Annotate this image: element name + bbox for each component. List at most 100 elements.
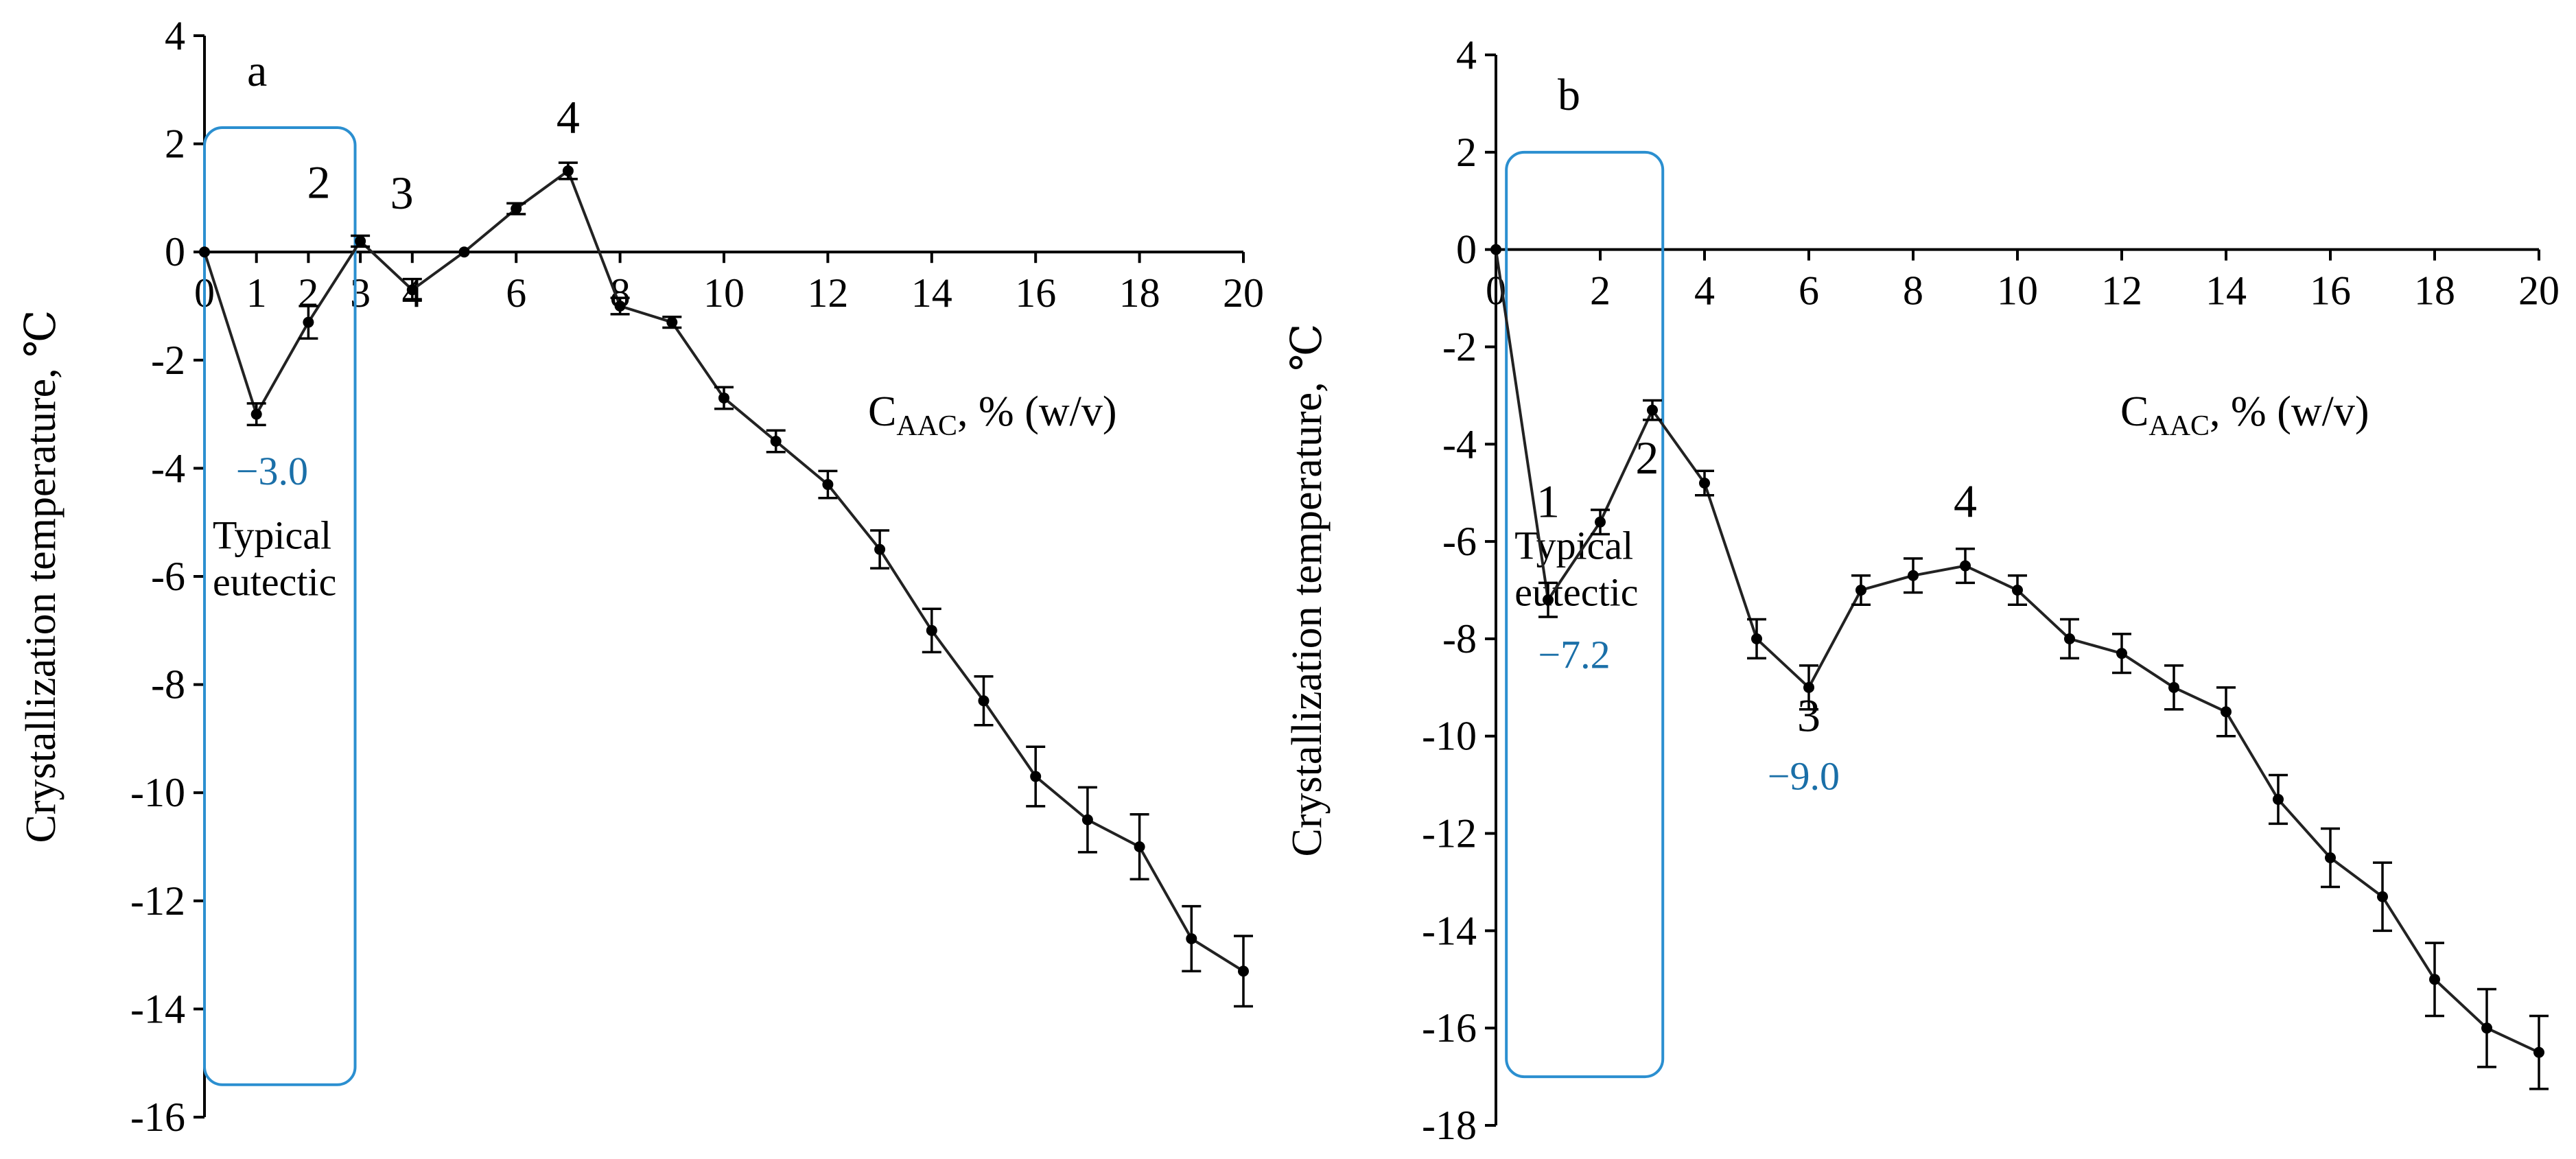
y-tick-label: -16 bbox=[1422, 1005, 1477, 1051]
data-point bbox=[822, 479, 834, 491]
data-point bbox=[1186, 933, 1197, 944]
data-point bbox=[2481, 1022, 2492, 1034]
data-point bbox=[1751, 633, 1762, 644]
box-label-line2: eutectic bbox=[1514, 570, 1638, 615]
y-tick-label: -2 bbox=[151, 338, 185, 383]
data-point bbox=[303, 316, 314, 328]
data-point bbox=[1030, 771, 1042, 782]
y-tick-label: 0 bbox=[1456, 227, 1477, 272]
x-axis-label: CAAC, % (w/v) bbox=[868, 388, 1117, 442]
data-point bbox=[1699, 478, 1710, 489]
data-point bbox=[1960, 560, 1971, 572]
annotation-label: 4 bbox=[557, 91, 580, 143]
panel-tag: a bbox=[247, 46, 267, 96]
y-tick-label: -4 bbox=[1442, 421, 1477, 467]
annotation-label: 2 bbox=[1635, 432, 1659, 484]
data-point bbox=[2168, 681, 2179, 693]
data-point bbox=[1238, 965, 1249, 977]
data-point bbox=[2325, 852, 2336, 863]
x-tick-label: 14 bbox=[2205, 268, 2247, 314]
data-point bbox=[199, 246, 210, 258]
y-tick-label: -10 bbox=[130, 770, 185, 815]
y-tick-label: -16 bbox=[130, 1094, 185, 1140]
box-label-line1: Typical bbox=[213, 513, 331, 558]
data-point bbox=[562, 165, 574, 176]
data-point bbox=[1803, 681, 1814, 693]
y-tick-label: -6 bbox=[151, 554, 185, 599]
panel-a-chart: 420-2-4-6-8-10-12-14-1601234681012141618… bbox=[18, 13, 1264, 1140]
x-tick-label: 20 bbox=[2518, 268, 2560, 314]
x-tick-label: 1 bbox=[246, 270, 267, 316]
annotation-label: 3 bbox=[1797, 690, 1820, 742]
data-point bbox=[406, 284, 418, 296]
x-tick-label: 3 bbox=[350, 270, 371, 316]
data-point bbox=[1647, 404, 1658, 416]
y-tick-label: 2 bbox=[1456, 130, 1477, 175]
y-axis-label: Crystallization temperature, ℃ bbox=[1284, 324, 1331, 857]
y-tick-label: 4 bbox=[1456, 32, 1477, 78]
y-tick-label: -14 bbox=[130, 986, 185, 1031]
x-tick-label: 10 bbox=[1997, 268, 2038, 314]
data-point bbox=[666, 316, 678, 328]
y-tick-label: -4 bbox=[151, 445, 185, 491]
data-point bbox=[2221, 706, 2232, 718]
typical-eutectic-box bbox=[203, 126, 357, 1086]
data-point bbox=[926, 624, 937, 636]
data-point bbox=[2012, 585, 2023, 596]
x-tick-label: 12 bbox=[807, 270, 848, 316]
annotation-label: 3 bbox=[390, 167, 414, 219]
x-tick-label: 12 bbox=[2101, 268, 2142, 314]
y-tick-label: -12 bbox=[1422, 811, 1477, 856]
annotation-label: 2 bbox=[307, 156, 331, 208]
y-tick-label: -18 bbox=[1422, 1103, 1477, 1148]
x-tick-label: 10 bbox=[703, 270, 745, 316]
x-tick-label: 4 bbox=[1694, 268, 1715, 314]
series-line bbox=[1495, 249, 2540, 1054]
y-tick-label: 2 bbox=[165, 121, 185, 167]
data-point bbox=[2064, 633, 2075, 644]
annotation-label: 1 bbox=[1536, 476, 1560, 528]
y-tick-label: -8 bbox=[1442, 616, 1477, 662]
x-tick-label: 8 bbox=[1903, 268, 1923, 314]
annotation-label: −7.2 bbox=[1538, 632, 1610, 677]
data-point bbox=[1543, 594, 1554, 606]
data-point bbox=[770, 436, 782, 447]
data-point bbox=[355, 235, 366, 247]
data-point bbox=[874, 543, 886, 555]
y-tick-label: -2 bbox=[1442, 324, 1477, 369]
data-point bbox=[511, 203, 522, 215]
data-point bbox=[458, 246, 470, 258]
x-tick-label: 18 bbox=[2414, 268, 2455, 314]
data-point bbox=[1855, 585, 1866, 596]
x-tick-label: 6 bbox=[506, 270, 526, 316]
x-tick-label: 6 bbox=[1799, 268, 1819, 314]
data-point bbox=[718, 392, 729, 403]
data-point bbox=[614, 301, 626, 312]
x-tick-label: 16 bbox=[2310, 268, 2351, 314]
box-label-line2: eutectic bbox=[213, 560, 336, 605]
y-tick-label: -6 bbox=[1442, 519, 1477, 564]
data-point bbox=[2273, 793, 2284, 805]
data-point bbox=[2377, 891, 2388, 902]
data-point bbox=[1595, 516, 1606, 528]
x-tick-label: 14 bbox=[911, 270, 952, 316]
typical-eutectic-box bbox=[1505, 150, 1665, 1079]
x-axis-label: CAAC, % (w/v) bbox=[2120, 388, 2369, 442]
data-point bbox=[978, 695, 990, 707]
y-tick-label: -10 bbox=[1422, 714, 1477, 759]
data-point bbox=[1134, 841, 1145, 852]
x-tick-label: 16 bbox=[1015, 270, 1056, 316]
y-axis-label: Crystallization temperature, ℃ bbox=[18, 310, 65, 843]
data-point bbox=[250, 408, 262, 420]
y-tick-label: -12 bbox=[130, 878, 185, 924]
x-tick-label: 18 bbox=[1119, 270, 1160, 316]
annotation-label: −3.0 bbox=[236, 449, 308, 493]
x-tick-label: 2 bbox=[1590, 268, 1611, 314]
data-point bbox=[2429, 974, 2440, 985]
y-tick-label: 4 bbox=[165, 13, 185, 58]
panel-b-chart: 420-2-4-6-8-10-12-14-16-180 2 4 6 8 10 12 14 16 1… bbox=[1284, 32, 2560, 1148]
data-point bbox=[1490, 244, 1501, 255]
data-point bbox=[1081, 814, 1093, 826]
annotation-label: −9.0 bbox=[1768, 754, 1840, 799]
